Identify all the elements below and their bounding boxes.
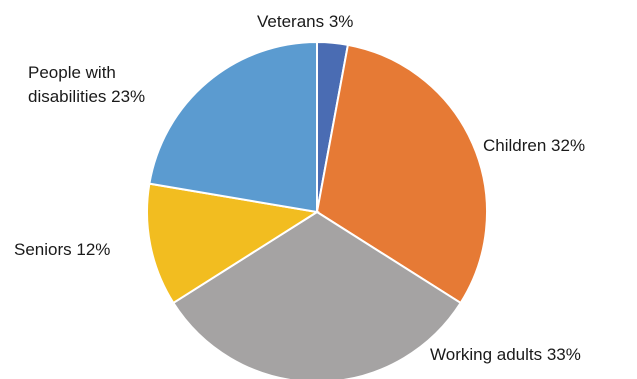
pie-slice-working-adults (171, 210, 463, 379)
slice-label-working-adults: Working adults 33% (430, 345, 581, 364)
pie-slice-seniors (146, 182, 320, 305)
slice-label-disabilities: People with disabilities 23% (28, 63, 145, 106)
slice-label-children: Children 32% (483, 136, 585, 155)
pie-labels: Veterans 3% Children 32% Working adults … (14, 12, 585, 364)
slice-label-seniors: Seniors 12% (14, 240, 110, 259)
pie-slices (146, 40, 489, 379)
pie-slice-disabilities (148, 40, 318, 214)
slice-label-veterans: Veterans 3% (257, 12, 353, 31)
